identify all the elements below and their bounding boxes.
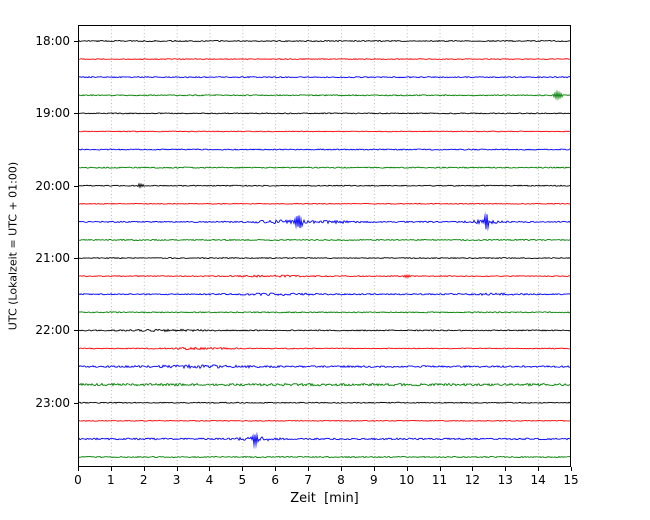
x-tick: [538, 467, 540, 471]
x-tick: [209, 467, 211, 471]
x-tick-label: 5: [238, 473, 247, 487]
x-tick: [275, 467, 277, 471]
y-tick: [74, 185, 78, 187]
x-tick-label: 10: [399, 473, 415, 487]
x-tick-label: 13: [497, 473, 513, 487]
x-tick: [78, 467, 79, 471]
y-tick-label: 18:00: [35, 34, 70, 48]
x-tick: [110, 467, 112, 471]
y-tick: [74, 258, 78, 260]
x-tick: [472, 467, 474, 471]
x-tick-label: 3: [172, 473, 181, 487]
x-tick: [571, 467, 572, 471]
y-tick-label: 21:00: [35, 251, 70, 266]
seismogram-canvas: [78, 25, 571, 467]
x-tick-label: 0: [74, 473, 82, 487]
x-tick-label: 8: [337, 473, 345, 487]
y-tick: [74, 330, 78, 332]
y-tick-label: 22:00: [35, 323, 70, 338]
x-tick-label: 2: [139, 473, 148, 487]
x-tick: [143, 467, 145, 471]
x-tick: [505, 467, 507, 471]
plot-area: [78, 25, 571, 467]
x-tick-label: 1: [107, 473, 115, 487]
y-tick-label: 20:00: [35, 178, 70, 193]
x-tick-label: 7: [304, 473, 312, 487]
x-tick: [308, 467, 310, 471]
x-axis-label: Zeit [min]: [290, 491, 359, 506]
y-tick: [74, 113, 78, 115]
x-tick-label: 4: [205, 473, 214, 487]
x-tick-label: 15: [563, 473, 579, 487]
y-tick: [74, 41, 78, 42]
x-tick-label: 9: [369, 473, 378, 487]
x-tick: [406, 467, 408, 471]
y-tick-label: 19:00: [35, 106, 70, 121]
y-tick: [74, 402, 78, 404]
x-tick: [373, 467, 375, 471]
x-tick-label: 14: [530, 473, 546, 487]
x-tick: [340, 467, 342, 471]
x-tick-label: 11: [431, 473, 448, 487]
y-tick-label: 23:00: [35, 395, 70, 410]
x-tick: [242, 467, 244, 471]
x-tick-label: 12: [464, 473, 481, 487]
x-tick-label: 6: [271, 473, 280, 487]
x-tick: [439, 467, 441, 471]
x-tick: [176, 467, 178, 471]
